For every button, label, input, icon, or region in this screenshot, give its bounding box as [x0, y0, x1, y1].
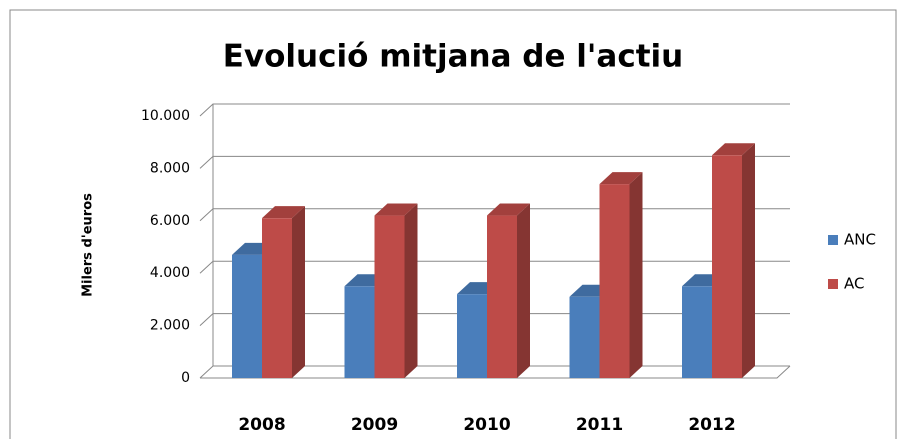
- y-tick-label: 0: [181, 370, 190, 386]
- bar: [457, 294, 487, 378]
- bar: [682, 286, 712, 378]
- legend-label: ANC: [844, 231, 876, 249]
- x-tick-label: 2011: [576, 415, 623, 435]
- legend-swatch: [828, 235, 838, 245]
- x-tick-label: 2008: [238, 415, 285, 435]
- bar: [487, 215, 517, 378]
- x-tick-label: 2012: [688, 415, 735, 435]
- y-tick-label: 6.000: [150, 213, 190, 229]
- y-axis-label: Milers d'euros: [81, 193, 96, 297]
- y-tick-label: 10.000: [141, 108, 190, 124]
- bar-side: [404, 203, 418, 378]
- chart-title: Evolució mitjana de l'actiu: [223, 39, 683, 75]
- bar-group: [374, 203, 418, 378]
- bar-group: [262, 206, 305, 378]
- bar-top: [712, 143, 755, 156]
- bar-top: [262, 206, 305, 219]
- y-tick-label: 8.000: [150, 160, 190, 176]
- bar-group: [599, 172, 643, 378]
- y-tick-label: 2.000: [150, 318, 190, 334]
- bar-group: [487, 203, 530, 378]
- bar-top: [374, 203, 418, 216]
- bar-side: [292, 206, 305, 378]
- bar: [599, 184, 630, 378]
- x-tick-label: 2010: [463, 415, 510, 435]
- bar-top: [599, 172, 643, 185]
- bar: [569, 296, 600, 378]
- bar-side: [517, 203, 530, 378]
- bar-group: [712, 143, 755, 378]
- legend-label: AC: [844, 275, 864, 293]
- bar-side: [629, 172, 643, 378]
- legend-swatch: [828, 279, 838, 289]
- x-tick-label: 2009: [351, 415, 398, 435]
- bar: [262, 218, 292, 378]
- bar: [712, 155, 742, 378]
- bar: [232, 254, 262, 378]
- bar: [374, 215, 405, 378]
- bar-side: [742, 143, 755, 378]
- y-tick-label: 4.000: [150, 265, 190, 281]
- bar: [344, 286, 375, 378]
- bar-top: [487, 203, 530, 216]
